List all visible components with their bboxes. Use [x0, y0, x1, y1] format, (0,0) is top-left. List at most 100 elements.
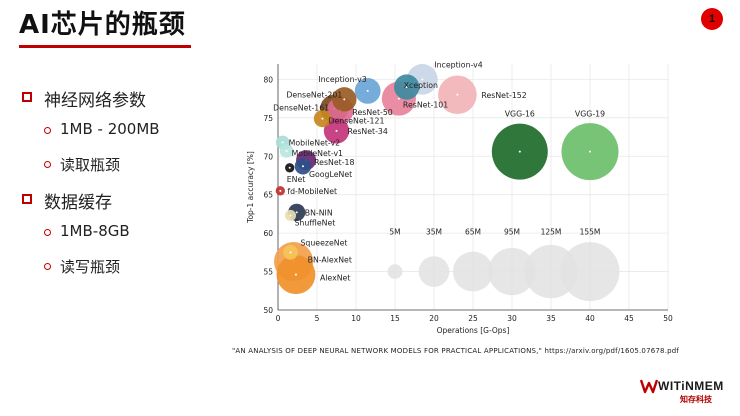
x-tick-label: 5 — [315, 314, 320, 323]
data-point-label: ShuffleNet — [294, 218, 335, 227]
company-logo: WITiNMEM 知存科技 — [640, 377, 730, 409]
slide-title: AI芯片的瓶颈 — [19, 10, 186, 40]
size-legend-bubble — [387, 264, 403, 279]
data-point-center — [335, 129, 338, 132]
data-point-center — [321, 117, 324, 120]
data-point-label: ResNet-50 — [352, 108, 392, 117]
y-tick-label: 60 — [263, 229, 273, 238]
sub-bullet-text: 1MB-8GB — [60, 222, 130, 240]
data-point-center — [366, 89, 369, 92]
data-point-label: ResNet-18 — [314, 158, 354, 167]
circle-bullet-icon — [44, 161, 51, 168]
sub-bullet-item: 1MB-8GB — [20, 222, 240, 256]
bullet-text: 神经网络参数 — [44, 91, 146, 111]
data-point-label: BN-NIN — [305, 208, 333, 217]
x-tick-label: 25 — [468, 314, 478, 323]
size-legend-label: 95M — [504, 228, 520, 237]
sub-bullet-item: 1MB - 200MB — [20, 120, 240, 154]
sub-bullet-text: 读写瓶颈 — [60, 258, 121, 276]
size-legend-label: 65M — [465, 228, 481, 237]
logo-name: WITiNMEM — [658, 379, 724, 393]
data-point-center — [281, 141, 284, 144]
data-point-label: ResNet-101 — [403, 101, 448, 110]
bullet-text: 数据缓存 — [44, 193, 112, 213]
data-point-center — [295, 211, 298, 214]
circle-bullet-icon — [44, 127, 51, 134]
data-point-center — [288, 166, 291, 169]
x-tick-label: 10 — [351, 314, 361, 323]
data-point-center — [456, 93, 459, 96]
data-point-label: VGG-16 — [505, 110, 535, 119]
y-tick-label: 80 — [263, 75, 273, 84]
sub-bullet-text: 读取瓶颈 — [60, 156, 121, 174]
data-point-label: fd-MobileNet — [287, 187, 337, 196]
sub-bullet-text: 1MB - 200MB — [60, 120, 160, 138]
circle-bullet-icon — [44, 263, 51, 270]
y-tick-label: 75 — [263, 114, 273, 123]
data-point-label: AlexNet — [320, 274, 350, 283]
data-point-label: DenseNet-161 — [273, 104, 329, 113]
data-point-label: BN-AlexNet — [308, 256, 352, 265]
x-tick-label: 40 — [585, 314, 595, 323]
y-axis-label: Top-1 accuracy [%] — [246, 151, 255, 224]
data-point-label: Inception-v4 — [434, 60, 482, 69]
size-legend-label: 155M — [580, 228, 601, 237]
size-legend-label: 35M — [426, 228, 442, 237]
logo-mark-icon — [640, 379, 658, 394]
size-legend-bubble — [453, 251, 493, 292]
data-point-label: ResNet-34 — [348, 127, 388, 136]
data-point-label: ENet — [287, 175, 306, 184]
data-point-center — [421, 78, 424, 81]
data-point-label: VGG-19 — [575, 110, 605, 119]
sub-bullet-item: 读取瓶颈 — [20, 154, 240, 188]
x-tick-label: 35 — [546, 314, 556, 323]
x-tick-label: 45 — [624, 314, 634, 323]
title-underline — [19, 45, 191, 48]
size-legend-label: 5M — [389, 228, 400, 237]
x-axis-label: Operations [G-Ops] — [437, 326, 510, 335]
x-tick-label: 20 — [429, 314, 439, 323]
data-point-center — [343, 98, 346, 101]
page-number-badge: 1 — [701, 8, 723, 30]
bullet-item: 神经网络参数 — [20, 86, 240, 120]
square-bullet-icon — [22, 92, 32, 102]
y-tick-label: 65 — [263, 191, 273, 200]
data-point-label: ResNet-152 — [481, 91, 526, 100]
x-tick-label: 30 — [507, 314, 517, 323]
data-point-center — [301, 165, 304, 168]
y-tick-label: 55 — [263, 268, 273, 277]
size-legend-bubble — [488, 247, 536, 296]
data-point-label: DenseNet-121 — [328, 117, 384, 126]
bullet-list: 神经网络参数 1MB - 200MB 读取瓶颈 数据缓存 1MB-8GB 读写瓶… — [20, 86, 240, 290]
data-point-center — [405, 86, 408, 89]
data-point-center — [589, 150, 591, 153]
data-point-center — [289, 251, 292, 254]
data-point-label: DenseNet-201 — [286, 90, 342, 99]
circle-bullet-icon — [44, 229, 51, 236]
data-point-label: MobileNet-v1 — [292, 149, 343, 158]
data-point-label: Xception — [404, 81, 438, 90]
data-point-label: SqueezeNet — [300, 238, 347, 247]
y-tick-label: 70 — [263, 152, 273, 161]
citation-text: "AN ANALYSIS OF DEEP NEURAL NETWORK MODE… — [232, 347, 680, 355]
logo-subtitle: 知存科技 — [680, 395, 712, 404]
x-tick-label: 15 — [390, 314, 400, 323]
y-tick-label: 50 — [263, 306, 273, 315]
data-point-label: MobileNet-v2 — [289, 138, 340, 147]
size-legend-label: 125M — [541, 228, 562, 237]
data-point-center — [294, 273, 297, 276]
size-legend-bubble — [418, 256, 450, 287]
data-point-center — [279, 189, 282, 192]
square-bullet-icon — [22, 194, 32, 204]
data-point-center — [397, 97, 400, 100]
size-legend-bubble — [560, 242, 620, 302]
data-point-label: Inception-v3 — [318, 75, 366, 84]
data-point-label: GoogLeNet — [309, 170, 352, 179]
x-tick-label: 0 — [276, 314, 281, 323]
sub-bullet-item: 读写瓶颈 — [20, 256, 240, 290]
accuracy-vs-operations-chart: 0 5 10 15 20 25 30 35 40 45 50 50 55 60 65 70 75 80 Operat… — [246, 60, 673, 335]
bullet-item: 数据缓存 — [20, 188, 240, 222]
data-point-center — [518, 150, 521, 153]
x-tick-label: 50 — [663, 314, 673, 323]
data-point-center — [285, 149, 288, 152]
